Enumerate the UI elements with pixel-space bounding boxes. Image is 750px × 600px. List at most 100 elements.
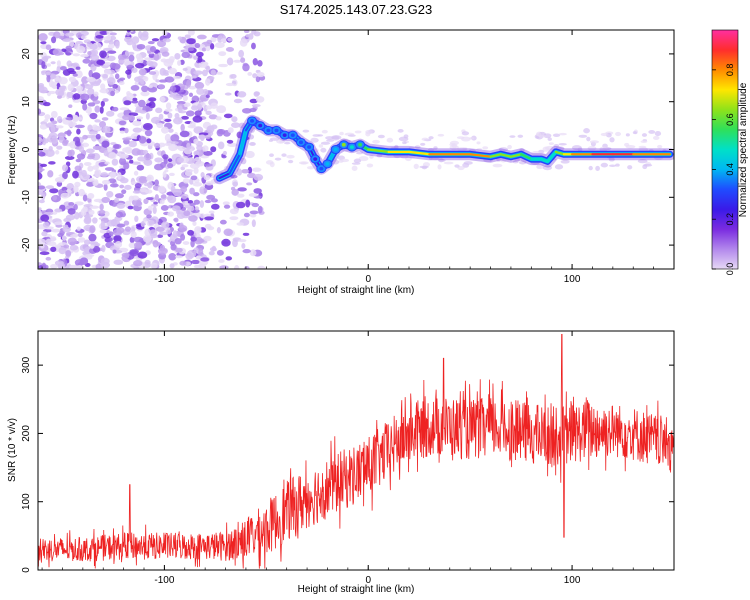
noise-speckle [243, 30, 250, 34]
noise-speckle [138, 176, 148, 184]
noise-speckle [74, 211, 80, 220]
noise-speckle [249, 142, 256, 146]
noise-speckle [122, 58, 131, 66]
noise-speckle [88, 241, 99, 245]
noise-speckle [340, 158, 350, 163]
noise-speckle [589, 140, 600, 144]
noise-speckle [106, 77, 116, 85]
noise-speckle [242, 107, 252, 114]
noise-speckle [187, 229, 195, 236]
noise-speckle [42, 137, 47, 146]
noise-speckle [149, 229, 158, 237]
noise-speckle [200, 172, 205, 178]
noise-speckle [109, 32, 117, 36]
noise-speckle [128, 242, 137, 249]
noise-speckle [68, 104, 73, 109]
noise-speckle [132, 120, 142, 127]
noise-speckle [134, 62, 145, 69]
colorbar-gradient [712, 30, 738, 269]
noise-speckle [89, 54, 100, 61]
noise-speckle [65, 45, 72, 52]
noise-speckle [200, 257, 210, 262]
noise-speckle [72, 73, 78, 77]
noise-speckle [182, 94, 188, 102]
noise-speckle [79, 257, 89, 265]
noise-speckle [65, 161, 71, 167]
noise-speckle [202, 145, 209, 152]
noise-speckle [196, 238, 205, 243]
noise-speckle [39, 123, 48, 130]
noise-speckle [73, 265, 83, 269]
noise-speckle [193, 247, 199, 253]
noise-speckle [169, 263, 175, 269]
noise-speckle [210, 146, 217, 153]
noise-speckle [104, 167, 115, 171]
noise-speckle [386, 137, 394, 143]
noise-speckle [164, 118, 172, 122]
noise-speckle [38, 238, 47, 245]
noise-speckle [210, 179, 219, 184]
noise-speckle [45, 71, 51, 76]
noise-speckle [118, 81, 125, 86]
noise-speckle [77, 237, 86, 243]
noise-speckle [242, 232, 250, 236]
noise-speckle [68, 70, 77, 75]
noise-speckle [365, 129, 373, 135]
noise-speckle [233, 59, 242, 63]
noise-speckle [45, 44, 52, 51]
noise-speckle [165, 102, 172, 110]
noise-speckle [189, 187, 195, 195]
noise-speckle [310, 137, 318, 143]
noise-speckle [62, 38, 72, 43]
noise-speckle [242, 249, 251, 254]
noise-speckle [210, 198, 218, 203]
noise-speckle [186, 249, 197, 258]
noise-speckle [113, 259, 124, 265]
spectrogram-x-ticks: -100 0 100 [41, 30, 675, 285]
noise-speckle [218, 63, 228, 68]
noise-speckle [625, 133, 630, 137]
signal-point-core [313, 157, 318, 161]
noise-speckle [43, 119, 49, 123]
noise-speckle [128, 115, 136, 122]
noise-speckle [138, 68, 147, 76]
noise-speckle [249, 249, 257, 257]
noise-speckle [177, 36, 183, 40]
noise-speckle [114, 241, 123, 248]
snr-x-ticks: -100 0 100 [41, 331, 675, 586]
y-tick-label: 10 [21, 96, 32, 108]
noise-speckle [376, 153, 383, 158]
noise-speckle [198, 61, 208, 66]
noise-speckle [52, 84, 58, 89]
noise-speckle [140, 221, 145, 228]
noise-speckle [101, 125, 111, 134]
noise-speckle [208, 210, 215, 214]
noise-speckle [87, 102, 96, 107]
noise-speckle [300, 162, 307, 165]
noise-speckle [109, 35, 117, 41]
noise-speckle [68, 76, 76, 83]
noise-speckle [128, 140, 138, 148]
noise-speckle [80, 208, 87, 217]
noise-speckle [400, 154, 409, 159]
noise-speckle [281, 153, 287, 157]
noise-speckle [356, 151, 363, 155]
noise-speckle [609, 137, 615, 143]
x-tick-label: 0 [365, 575, 371, 586]
noise-speckle [127, 51, 135, 56]
noise-speckle [170, 141, 179, 145]
noise-speckle [235, 201, 246, 209]
noise-speckle [216, 105, 227, 114]
noise-speckle [41, 231, 48, 237]
noise-speckle [124, 127, 129, 134]
noise-speckle [154, 142, 161, 149]
noise-speckle [536, 164, 545, 170]
signal-point-core [349, 145, 354, 149]
noise-speckle [100, 257, 110, 265]
noise-speckle [160, 205, 169, 211]
noise-speckle [131, 67, 138, 73]
noise-speckle [146, 138, 152, 144]
noise-speckle [133, 236, 144, 243]
noise-speckle [190, 236, 197, 242]
